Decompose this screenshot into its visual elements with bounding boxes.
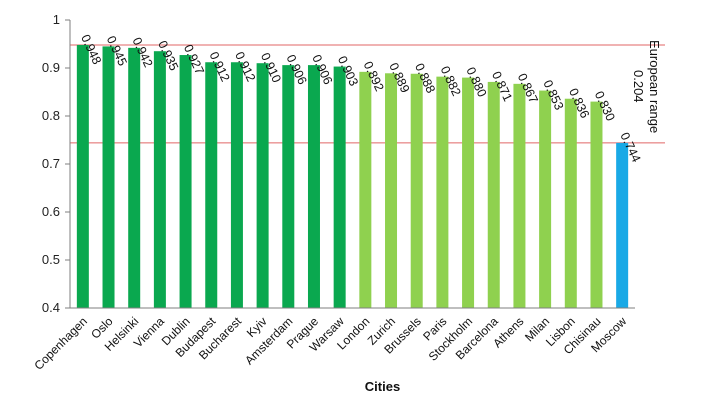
bar-milan: [539, 90, 552, 308]
bar-vienna: [153, 51, 166, 308]
bar-helsinki: [128, 47, 141, 309]
bar-paris: [436, 76, 449, 308]
bar-stockholm: [462, 77, 475, 308]
y-tick-label: 0.9: [42, 60, 60, 75]
bars: [76, 44, 629, 309]
bar-amsterdam: [282, 65, 295, 309]
bar-bucharest: [230, 62, 243, 308]
bar-zurich: [385, 73, 398, 308]
x-axis-title: Cities: [365, 379, 400, 394]
bar-kyiv: [256, 63, 269, 309]
x-tick-label: Copenhagen: [31, 314, 90, 373]
y-tick-label: 0.6: [42, 204, 60, 219]
axes: [65, 19, 635, 309]
range-annotation-value: 0.204: [631, 70, 646, 103]
bar-copenhagen: [76, 44, 89, 309]
bar-dublin: [179, 55, 192, 308]
bar-london: [359, 71, 372, 308]
y-tick-labels: 0.4 0.5 0.6 0.7 0.8 0.9 1: [42, 12, 60, 315]
bar-oslo: [102, 46, 115, 309]
range-annotation-label: European range: [647, 40, 662, 133]
y-tick-label: 0.4: [42, 300, 60, 315]
x-tick-labels: CopenhagenOsloHelsinkiViennaDublinBudape…: [31, 314, 629, 373]
y-tick-label: 1: [53, 12, 60, 27]
bar-prague: [307, 65, 320, 309]
bar-budapest: [205, 62, 218, 308]
bar-barcelona: [487, 81, 500, 308]
y-tick-label: 0.8: [42, 108, 60, 123]
y-tick-label: 0.7: [42, 156, 60, 171]
bar-chisinau: [590, 101, 603, 308]
bar-athens: [513, 83, 526, 308]
bar-brussels: [410, 73, 423, 308]
bar-moscow: [616, 142, 629, 308]
bar-lisbon: [564, 98, 577, 308]
y-tick-label: 0.5: [42, 252, 60, 267]
bar-warsaw: [333, 66, 346, 308]
